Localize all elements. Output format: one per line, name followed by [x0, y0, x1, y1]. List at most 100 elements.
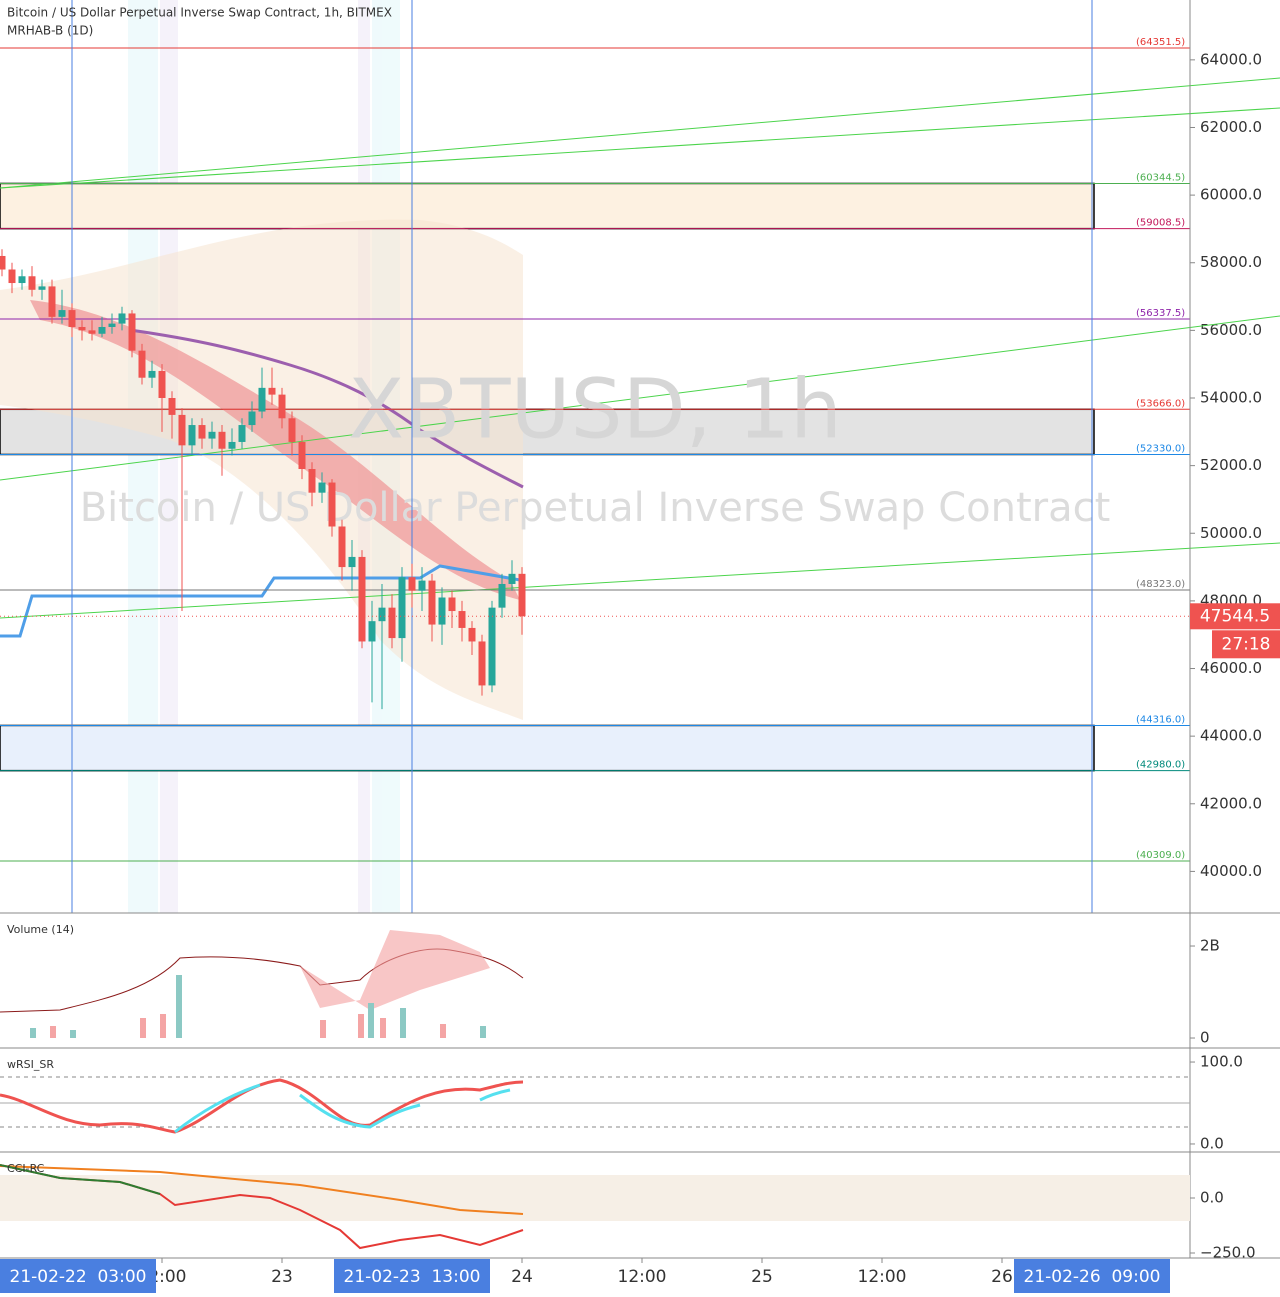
- candle-body: [438, 597, 446, 625]
- price-level-label: (53666.0): [1136, 398, 1185, 409]
- candle-body: [318, 482, 326, 493]
- price-level-label: (44316.0): [1136, 714, 1185, 725]
- price-level-label: (48323.0): [1136, 579, 1185, 590]
- candle-body: [218, 431, 226, 449]
- candle-body: [478, 641, 486, 686]
- price-level-label: (52330.0): [1136, 443, 1185, 454]
- candle-body: [448, 597, 456, 612]
- y-tick-label: 58000.0: [1200, 253, 1262, 271]
- y-tick-label: 50000.0: [1200, 524, 1262, 542]
- candle-body: [368, 621, 376, 642]
- panes-layout: [0, 0, 1280, 1259]
- pane-tick-label: 0.0: [1200, 1134, 1224, 1152]
- price-level-label: (42980.0): [1136, 760, 1185, 771]
- candle-body: [48, 286, 56, 317]
- zone: [0, 182, 1095, 230]
- pane-title: CCI-RC: [7, 1162, 45, 1175]
- candle-body: [418, 580, 426, 591]
- candle-body: [0, 255, 6, 270]
- x-tick-label: 24: [511, 1267, 533, 1287]
- zone: [0, 724, 1095, 772]
- candle-body: [168, 398, 176, 415]
- chart-title: Bitcoin / US Dollar Perpetual Inverse Sw…: [7, 6, 392, 20]
- candle-body: [38, 286, 46, 290]
- price-level-label: (40309.0): [1136, 850, 1185, 861]
- candle-body: [28, 276, 36, 290]
- crosshair-box: [1014, 1259, 1170, 1293]
- candle-body: [348, 556, 356, 568]
- candle-body: [428, 580, 436, 625]
- x-tick-label: 12:00: [618, 1267, 667, 1287]
- candle-body: [8, 269, 16, 284]
- pane-tick-label: 0: [1200, 1029, 1210, 1047]
- candle-body: [198, 425, 206, 439]
- candle-body: [158, 370, 166, 399]
- candle-body: [338, 526, 346, 568]
- crosshair-label: 21-02-26 09:00: [1024, 1267, 1161, 1287]
- last-price-box: [1190, 603, 1280, 630]
- y-tick-label: 64000.0: [1200, 50, 1262, 68]
- x-tick-label: 23: [271, 1267, 293, 1287]
- pane-tick-label: 100.0: [1200, 1053, 1243, 1071]
- candle-body: [238, 425, 246, 442]
- x-tick-label: 25: [751, 1267, 773, 1287]
- y-tick-label: 40000.0: [1200, 862, 1262, 880]
- candle-body: [408, 577, 416, 591]
- candle-body: [208, 431, 216, 439]
- candle-body: [268, 387, 276, 395]
- candle-body: [358, 556, 366, 642]
- candle-body: [228, 441, 236, 449]
- y-tick-label: 56000.0: [1200, 321, 1262, 339]
- y-tick-label: 44000.0: [1200, 727, 1262, 745]
- candle-body: [328, 482, 336, 527]
- countdown-box: [1212, 630, 1280, 659]
- candle-body: [148, 370, 156, 378]
- crosshair-label: 21-02-22 03:00: [10, 1267, 147, 1287]
- last-price-label: 47544.5: [1200, 606, 1270, 626]
- pane-tick-label: 0.0: [1200, 1188, 1224, 1206]
- candle-body: [68, 310, 76, 327]
- candle-body: [88, 330, 96, 334]
- candle-body: [398, 577, 406, 639]
- y-tick-label: 54000.0: [1200, 389, 1262, 407]
- price-level-label: (59008.5): [1136, 218, 1185, 229]
- candle-body: [118, 313, 126, 324]
- candle-body: [138, 350, 146, 378]
- candle-body: [98, 326, 106, 334]
- price-level-label: (56337.5): [1136, 308, 1185, 319]
- crosshair-box: [334, 1259, 490, 1293]
- crosshair-label: 21-02-23 13:00: [344, 1267, 481, 1287]
- candle-body: [458, 611, 466, 628]
- pane-tick-label: 2B: [1200, 937, 1220, 955]
- price-level-label: (60344.5): [1136, 172, 1185, 183]
- price-level-label: (64351.5): [1136, 37, 1185, 48]
- candle-body: [18, 276, 26, 284]
- candle-body: [508, 573, 516, 584]
- candle-body: [288, 418, 296, 442]
- candle-body: [178, 414, 186, 446]
- pane-tick-label: −250.0: [1200, 1244, 1256, 1262]
- candle-body: [108, 323, 116, 327]
- y-tick-label: 46000.0: [1200, 659, 1262, 677]
- candle-body: [258, 387, 266, 412]
- candle-body: [278, 394, 286, 419]
- candle-body: [518, 573, 526, 617]
- y-tick-label: 42000.0: [1200, 794, 1262, 812]
- candle-body: [468, 627, 476, 642]
- candle-body: [488, 607, 496, 686]
- candle-body: [378, 607, 386, 622]
- candle-body: [498, 583, 506, 608]
- candle-body: [298, 441, 306, 470]
- watermark: XBTUSD, 1h: [348, 362, 842, 457]
- candle-body: [188, 425, 196, 446]
- pane-title: wRSI_SR: [7, 1058, 54, 1071]
- pane-title: Volume (14): [7, 923, 74, 936]
- candle-body: [58, 310, 66, 317]
- y-tick-label: 62000.0: [1200, 118, 1262, 136]
- candle-body: [388, 607, 396, 639]
- watermark-subtitle: Bitcoin / US Dollar Perpetual Inverse Sw…: [80, 485, 1111, 531]
- x-tick-label: 12:00: [858, 1267, 907, 1287]
- chart-subtitle: MRHAB-B (1D): [7, 24, 93, 38]
- y-tick-label: 60000.0: [1200, 186, 1262, 204]
